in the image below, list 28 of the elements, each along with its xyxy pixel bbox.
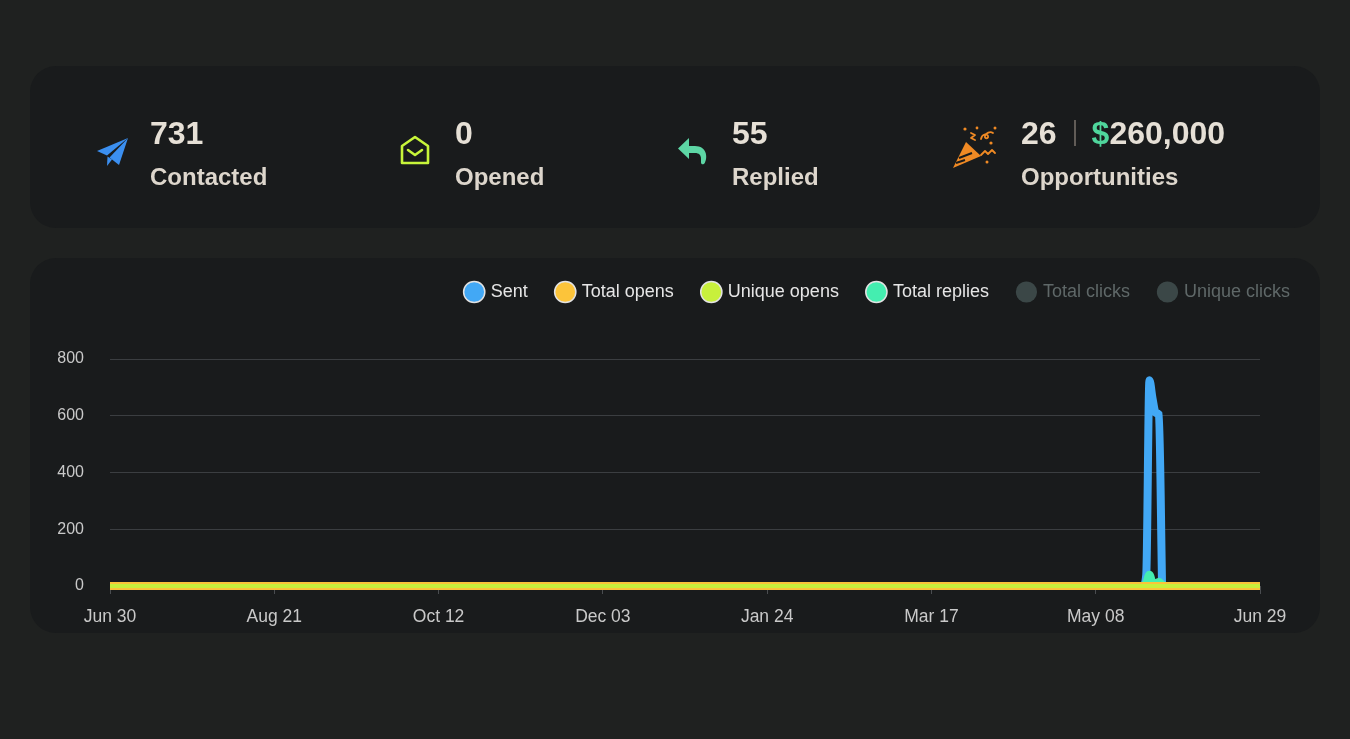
y-tick-label: 600	[57, 406, 85, 424]
y-tick-label: 200	[57, 519, 85, 537]
legend-label: Unique opens	[727, 280, 839, 301]
text: Opened	[455, 163, 545, 190]
text: 731	[150, 115, 204, 151]
y-tick-label: 800	[57, 349, 85, 367]
text: Replied	[732, 163, 819, 190]
x-tick-label: May 08	[1067, 606, 1125, 627]
legend-label: Total clicks	[1042, 280, 1130, 301]
text: 26	[1021, 115, 1057, 151]
text: 55	[732, 115, 768, 151]
text: 0	[455, 115, 473, 151]
x-tick-label: Jan 24	[740, 606, 794, 627]
text: Contacted	[150, 163, 268, 190]
x-tick-label: Oct 12	[412, 606, 465, 627]
legend-label: Total opens	[581, 280, 674, 301]
text: $260,000	[1091, 115, 1226, 151]
legend-label: Total replies	[892, 280, 989, 301]
legend-label: Sent	[490, 280, 528, 301]
x-tick-label: Aug 21	[246, 606, 303, 627]
y-tick-label: 0	[75, 576, 85, 594]
x-tick-label: Mar 17	[904, 606, 959, 627]
legend-label: Unique clicks	[1183, 280, 1291, 301]
x-tick-label: Dec 03	[575, 606, 631, 627]
x-tick-label: Jun 30	[83, 606, 137, 627]
text: Opportunities	[1021, 163, 1179, 190]
x-tick-label: Jun 29	[1233, 606, 1287, 627]
y-tick-label: 400	[57, 462, 85, 480]
